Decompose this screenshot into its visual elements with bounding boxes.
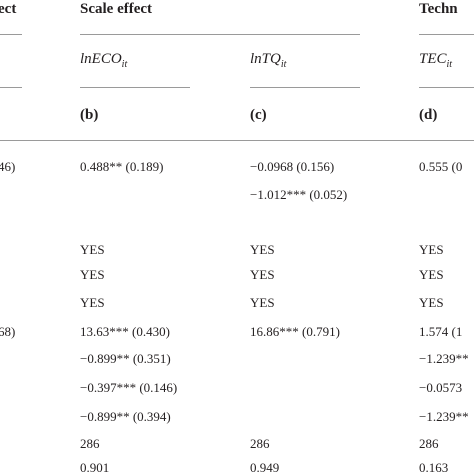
table-cell: 1.574 (1	[419, 324, 463, 339]
table-cell: YES	[250, 295, 275, 310]
table-cell: −1.012*** (0.052)	[250, 187, 348, 202]
table-cell: 0.488** (0.189)	[80, 159, 164, 174]
table-cell: YES	[80, 267, 105, 282]
table-cell: 0.163	[419, 460, 449, 475]
table-cell: −0.0573	[419, 380, 463, 395]
table-cell: −0.0968 (0.156)	[250, 159, 335, 174]
table-cell: YES	[250, 242, 275, 257]
table-cell: 13.63*** (0.430)	[80, 324, 170, 339]
column-letter-d: (d)	[419, 107, 438, 123]
var-rule-left	[0, 87, 22, 88]
var-subscript: it	[121, 59, 128, 70]
table-cell: YES	[80, 242, 105, 257]
table-cell: 0.949	[250, 460, 280, 475]
header-technology-effect-fragment: Techn	[419, 1, 458, 17]
table-cell: −0.397*** (0.146)	[80, 380, 178, 395]
header-previous-effect-fragment: ect	[0, 1, 17, 17]
var-main: lnECO	[80, 51, 122, 67]
table-cell: −1.239**	[419, 351, 469, 366]
table-cell: 286	[419, 436, 439, 451]
header-scale-effect: Scale effect	[80, 1, 153, 17]
column-letter-b: (b)	[80, 107, 99, 123]
var-main: TEC	[419, 51, 447, 67]
header-rule-left	[0, 34, 22, 35]
left-cell-row-6: 68)	[0, 324, 16, 339]
table-cell: −0.899** (0.351)	[80, 351, 171, 366]
var-rule-d	[419, 87, 474, 88]
column-variable-tec: TECit	[419, 52, 452, 70]
table-cell: 0.555 (0	[419, 159, 463, 174]
header-bottom-rule	[0, 140, 474, 141]
var-rule-c	[250, 87, 360, 88]
column-variable-lntq: lnTQit	[250, 52, 286, 70]
var-main: lnTQ	[250, 51, 281, 67]
var-subscript: it	[446, 59, 453, 70]
table-cell: 0.901	[80, 460, 110, 475]
table-cell: −0.899** (0.394)	[80, 409, 171, 424]
left-cell-row-1: 46)	[0, 159, 16, 174]
table-cell: YES	[419, 242, 444, 257]
table-cell: −1.239**	[419, 409, 469, 424]
table-cell: YES	[419, 267, 444, 282]
table-cell: YES	[250, 267, 275, 282]
table-cell: 286	[250, 436, 270, 451]
table-cell: 16.86*** (0.791)	[250, 324, 340, 339]
header-rule-scale-effect	[80, 34, 360, 35]
column-variable-lneco: lnECOit	[80, 52, 127, 70]
column-letter-c: (c)	[250, 107, 267, 123]
table-cell: YES	[419, 295, 444, 310]
table-cell: YES	[80, 295, 105, 310]
header-rule-technology	[419, 34, 474, 35]
var-rule-b	[80, 87, 190, 88]
var-subscript: it	[280, 59, 287, 70]
table-cell: 286	[80, 436, 100, 451]
